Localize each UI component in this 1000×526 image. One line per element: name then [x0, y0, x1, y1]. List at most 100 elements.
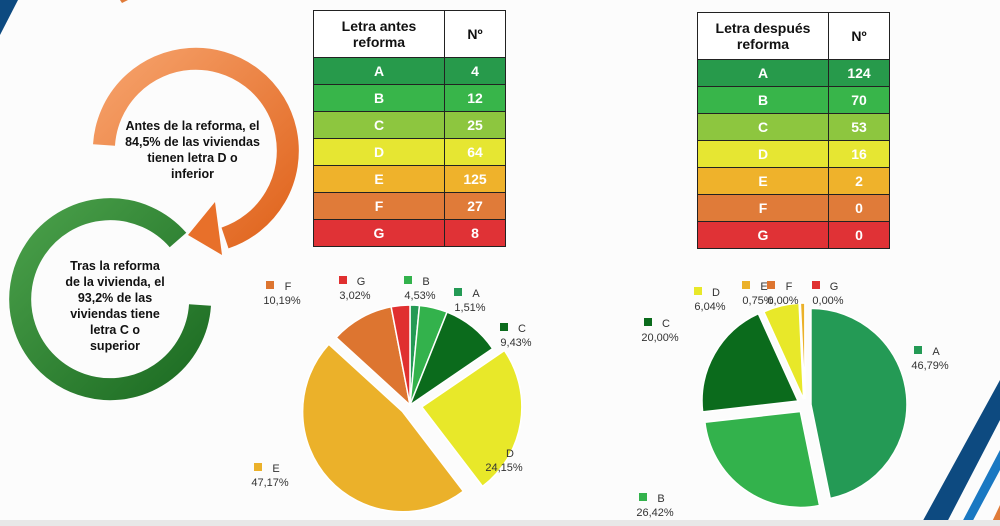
slice-percent-label: 0,00%	[812, 295, 843, 307]
count-cell: 0	[828, 194, 890, 222]
legend-swatch-E	[254, 463, 262, 471]
table-row: B 12	[313, 84, 506, 112]
legend-swatch-E	[742, 281, 750, 289]
legend-swatch-B	[404, 276, 412, 284]
slice-category-label: C	[662, 318, 670, 330]
pie-slice-D	[420, 349, 523, 488]
blue-stripe-light	[960, 450, 1000, 526]
count-cell: 53	[828, 113, 890, 141]
count-cell: 4	[444, 57, 506, 85]
slice-percent-label: 20,00%	[641, 332, 679, 344]
letter-cell: F	[697, 194, 829, 222]
after-reform-note: Tras la reforma de la vivienda, el 93,2%…	[65, 259, 165, 353]
slice-percent-label: 26,42%	[636, 507, 674, 519]
slice-percent-label: 9,43%	[500, 337, 531, 349]
before-reform-note: Antes de la reforma, el 84,5% de las viv…	[125, 119, 260, 181]
corner-stripe	[0, 0, 18, 35]
slice-percent-label: 10,19%	[263, 295, 301, 307]
legend-swatch-D	[694, 287, 702, 295]
slice-percent-label: 6,04%	[694, 301, 725, 313]
count-cell: 27	[444, 192, 506, 220]
count-cell: 125	[444, 165, 506, 193]
slice-category-label: G	[357, 276, 366, 288]
slice-category-label: F	[285, 281, 292, 293]
letter-cell: D	[697, 140, 829, 168]
legend-swatch-F	[266, 281, 274, 289]
table-row: D 16	[697, 140, 890, 168]
letter-cell: E	[697, 167, 829, 195]
header-letter: Letra después reforma	[697, 12, 829, 60]
slice-category-label: B	[657, 493, 664, 505]
slice-percent-label: 1,51%	[454, 302, 485, 314]
pie-slice-C	[408, 311, 494, 408]
slice-category-label: F	[786, 281, 793, 293]
pie-slice-B	[704, 410, 821, 509]
header-letter: Letra antes reforma	[313, 10, 445, 58]
corner-accent	[120, 0, 128, 3]
legend-swatch-G	[339, 276, 347, 284]
pie-slice-G	[390, 304, 411, 406]
table-row: A 124	[697, 59, 890, 87]
legend-swatch-B	[639, 493, 647, 501]
blue-stripe	[920, 380, 1000, 526]
slice-category-label: E	[760, 281, 767, 293]
table-row: C 53	[697, 113, 890, 141]
letter-cell: B	[313, 84, 445, 112]
legend-swatch-D	[488, 448, 496, 456]
green-cycle-arrow	[9, 198, 211, 401]
legend-swatch-F	[767, 281, 775, 289]
count-cell: 70	[828, 86, 890, 114]
letter-cell: A	[697, 59, 829, 87]
slice-category-label: E	[272, 463, 279, 475]
slice-percent-label: 24,15%	[485, 462, 523, 474]
letter-cell: B	[697, 86, 829, 114]
pie-slice-E	[301, 343, 465, 513]
slice-percent-label: 4,53%	[404, 290, 435, 302]
letter-cell: D	[313, 138, 445, 166]
letter-cell: C	[697, 113, 829, 141]
count-cell: 12	[444, 84, 506, 112]
legend-swatch-A	[914, 346, 922, 354]
slice-category-label: D	[712, 287, 720, 299]
table-row: F 27	[313, 192, 506, 220]
orange-cycle-arrow	[93, 47, 299, 249]
header-count: Nº	[828, 12, 890, 60]
letter-cell: G	[313, 219, 445, 247]
pie-slice-C	[701, 312, 800, 413]
bottom-bar	[0, 520, 1000, 526]
slice-category-label: C	[518, 323, 526, 335]
count-cell: 2	[828, 167, 890, 195]
table-row: B 70	[697, 86, 890, 114]
letter-cell: F	[313, 192, 445, 220]
legend-swatch-G	[812, 281, 820, 289]
slice-category-label: A	[472, 288, 480, 300]
slice-percent-label: 46,79%	[911, 360, 949, 372]
slice-percent-label: 0,00%	[767, 295, 798, 307]
pie-slice-E	[799, 302, 806, 400]
count-cell: 25	[444, 111, 506, 139]
slice-category-label: G	[830, 281, 839, 293]
header-count: Nº	[444, 10, 506, 58]
letter-cell: E	[313, 165, 445, 193]
count-cell: 16	[828, 140, 890, 168]
slice-category-label: D	[506, 448, 514, 460]
orange-arrow-head	[188, 202, 222, 255]
slice-percent-label: 47,17%	[251, 477, 289, 489]
table-row: D 64	[313, 138, 506, 166]
table-row: E 125	[313, 165, 506, 193]
legend-swatch-C	[500, 323, 508, 331]
pie-slice-D	[762, 302, 805, 400]
legend-swatch-C	[644, 318, 652, 326]
count-cell: 64	[444, 138, 506, 166]
pie-slice-A	[810, 307, 908, 500]
count-cell: 0	[828, 221, 890, 249]
table-before-reform: Letra antes reforma Nº A 4 B 12 C 25 D 64 E 125 F 27…	[313, 10, 506, 247]
slice-category-label: B	[422, 276, 429, 288]
letter-cell: A	[313, 57, 445, 85]
